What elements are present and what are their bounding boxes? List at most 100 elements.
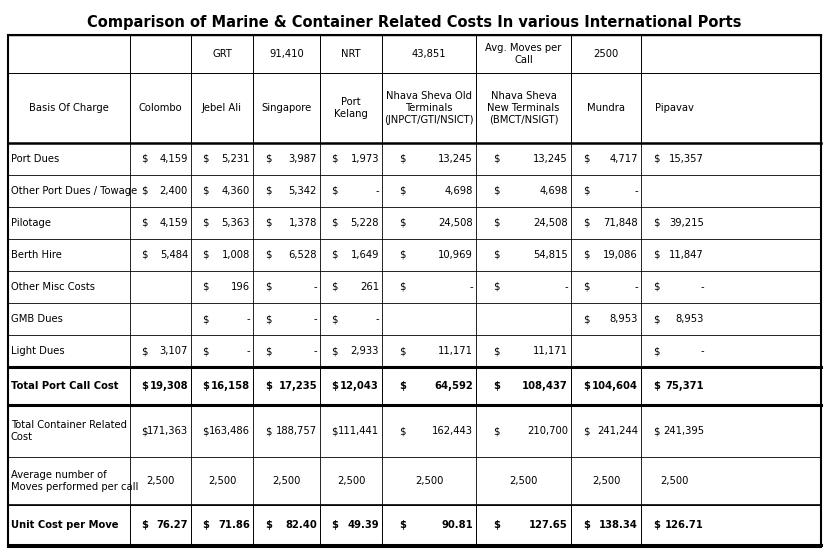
Text: -: - [700,282,703,292]
Text: $: $ [202,314,209,324]
Text: $: $ [265,250,272,260]
Text: $: $ [652,381,659,391]
Text: Total Port Call Cost: Total Port Call Cost [11,381,118,391]
Text: $: $ [330,520,338,530]
Text: 43,851: 43,851 [412,49,445,59]
Text: 5,363: 5,363 [221,218,250,228]
Text: 82.40: 82.40 [285,520,316,530]
Text: 71.86: 71.86 [218,520,250,530]
Text: $: $ [141,381,147,391]
Text: $: $ [493,346,499,356]
Text: 49.39: 49.39 [347,520,378,530]
Text: $: $ [330,426,337,436]
Text: 4,698: 4,698 [539,186,567,196]
Text: $: $ [493,282,499,292]
Text: 90.81: 90.81 [440,520,473,530]
Text: 2500: 2500 [593,49,618,59]
Text: $: $ [330,186,337,196]
Text: $: $ [583,282,590,292]
Text: $: $ [583,426,590,436]
Text: $: $ [652,426,658,436]
Text: 2,500: 2,500 [591,476,619,486]
Text: 4,159: 4,159 [159,218,188,228]
Text: 8,953: 8,953 [609,314,638,324]
Text: $: $ [652,282,658,292]
Text: $: $ [398,346,405,356]
Text: 2,933: 2,933 [350,346,378,356]
Text: -: - [375,186,378,196]
Text: $: $ [265,186,272,196]
Text: $: $ [265,154,272,164]
Text: 24,508: 24,508 [532,218,567,228]
Text: $: $ [141,426,147,436]
Text: 11,171: 11,171 [532,346,567,356]
Text: 3,107: 3,107 [160,346,188,356]
Text: 126.71: 126.71 [664,520,703,530]
Text: $: $ [583,520,590,530]
Text: 54,815: 54,815 [532,250,567,260]
Text: 2,500: 2,500 [208,476,236,486]
Text: 12,043: 12,043 [339,381,378,391]
Text: Jebel Ali: Jebel Ali [202,103,242,113]
Text: 261: 261 [359,282,378,292]
Text: 188,757: 188,757 [276,426,316,436]
Text: $: $ [202,381,209,391]
Text: 5,231: 5,231 [221,154,250,164]
Text: $: $ [330,250,337,260]
Text: $: $ [398,154,405,164]
Text: 39,215: 39,215 [668,218,703,228]
Text: $: $ [330,282,337,292]
Text: $: $ [583,314,590,324]
Text: $: $ [398,282,405,292]
Text: 17,235: 17,235 [278,381,316,391]
Text: Avg. Moves per
Call: Avg. Moves per Call [484,43,561,65]
Text: 91,410: 91,410 [269,49,304,59]
Text: $: $ [330,381,338,391]
Text: 2,500: 2,500 [659,476,687,486]
Text: 127.65: 127.65 [528,520,567,530]
Text: $: $ [141,218,147,228]
Text: Mundra: Mundra [586,103,624,113]
Text: -: - [469,282,473,292]
Text: Total Container Related
Cost: Total Container Related Cost [11,420,127,442]
Text: 2,500: 2,500 [336,476,365,486]
Text: Nhava Sheva Old
Terminals
(JNPCT/GTI/NSICT): Nhava Sheva Old Terminals (JNPCT/GTI/NSI… [384,92,473,125]
Text: $: $ [398,186,405,196]
Text: -: - [313,346,316,356]
Text: 19,308: 19,308 [149,381,188,391]
Text: $: $ [652,314,658,324]
Text: 19,086: 19,086 [603,250,638,260]
Text: 2,400: 2,400 [160,186,188,196]
Text: 4,698: 4,698 [444,186,473,196]
Text: $: $ [398,250,405,260]
Text: 4,360: 4,360 [221,186,250,196]
Text: 1,378: 1,378 [288,218,316,228]
Text: $: $ [583,186,590,196]
Text: -: - [700,346,703,356]
Text: $: $ [652,250,658,260]
Text: $: $ [330,154,337,164]
Text: $: $ [652,520,659,530]
Text: -: - [375,314,378,324]
Text: $: $ [652,218,658,228]
Text: 71,848: 71,848 [603,218,638,228]
Text: 15,357: 15,357 [668,154,703,164]
Text: $: $ [202,346,209,356]
Text: Nhava Sheva
New Terminals
(BMCT/NSIGT): Nhava Sheva New Terminals (BMCT/NSIGT) [487,92,559,125]
Text: 24,508: 24,508 [438,218,473,228]
Text: $: $ [141,186,147,196]
Text: $: $ [141,154,147,164]
Text: Unit Cost per Move: Unit Cost per Move [11,520,118,530]
Text: Other Port Dues / Towage: Other Port Dues / Towage [11,186,137,196]
Text: $: $ [583,154,590,164]
Text: $: $ [493,426,499,436]
Text: 111,441: 111,441 [338,426,378,436]
Text: 8,953: 8,953 [675,314,703,324]
Text: $: $ [652,346,658,356]
Text: 10,969: 10,969 [437,250,473,260]
Text: $: $ [398,218,405,228]
Text: Port Dues: Port Dues [11,154,59,164]
Text: $: $ [202,282,209,292]
Text: $: $ [202,154,209,164]
Text: 2,500: 2,500 [272,476,301,486]
